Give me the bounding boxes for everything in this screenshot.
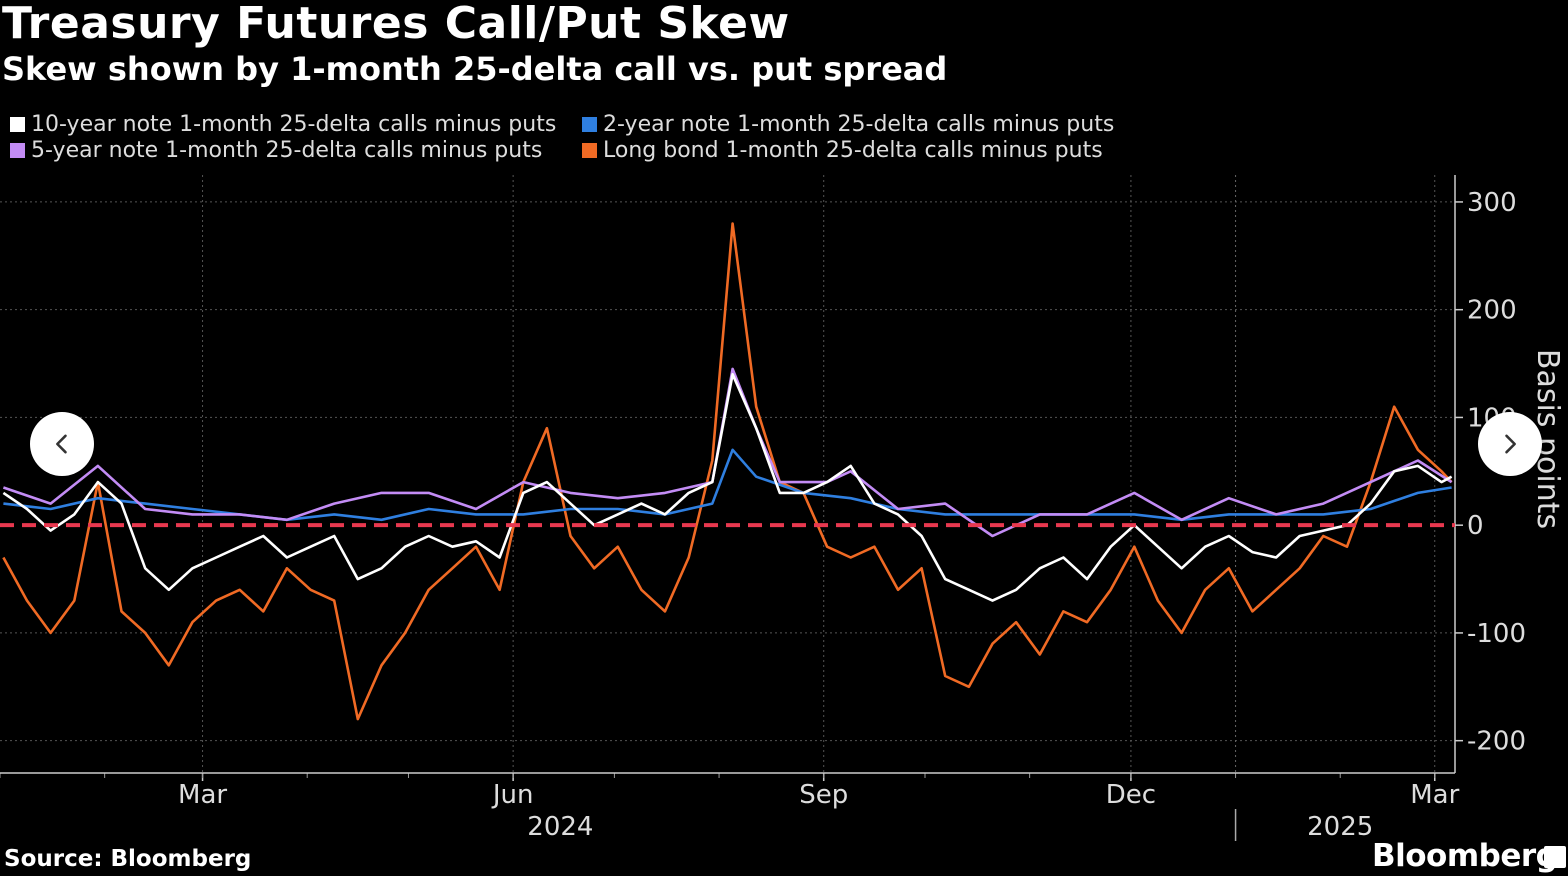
y-tick-label: 0 [1467, 511, 1484, 541]
legend-label-long-bond: Long bond 1-month 25-delta calls minus p… [603, 138, 1103, 163]
legend-item-10y: 10-year note 1-month 25-delta calls minu… [10, 112, 556, 137]
legend-swatch-10y [10, 117, 25, 132]
x-year-label: 2024 [527, 812, 593, 842]
x-year-label: 2025 [1307, 812, 1373, 842]
y-tick-label: 200 [1467, 296, 1517, 326]
series-line-3 [2, 222, 1453, 721]
y-tick-label: -100 [1467, 619, 1526, 649]
y-tick-label: 300 [1467, 188, 1517, 218]
x-tick-label: Jun [491, 780, 534, 810]
legend-item-2y: 2-year note 1-month 25-delta calls minus… [582, 112, 1114, 137]
chevron-left-icon [56, 434, 67, 454]
chart-subtitle: Skew shown by 1-month 25-delta call vs. … [2, 50, 948, 88]
x-tick-label: Mar [1410, 780, 1459, 810]
next-chart-button[interactable] [1478, 412, 1542, 476]
series-line-0 [2, 373, 1453, 602]
chevron-right-icon [1505, 434, 1516, 454]
y-tick-label: -200 [1467, 727, 1526, 757]
source-note: Source: Bloomberg [4, 846, 252, 872]
legend-label-10y: 10-year note 1-month 25-delta calls minu… [31, 112, 557, 137]
brand-logo: Bloomberg [1372, 838, 1558, 874]
legend-label-2y: 2-year note 1-month 25-delta calls minus… [603, 112, 1115, 137]
legend-swatch-2y [582, 117, 597, 132]
legend-item-long-bond: Long bond 1-month 25-delta calls minus p… [582, 138, 1103, 163]
legend-swatch-long-bond [582, 143, 597, 158]
bloomberg-chart-icon [1544, 846, 1566, 868]
series-line-1 [3, 448, 1452, 522]
legend-item-5y: 5-year note 1-month 25-delta calls minus… [10, 138, 542, 163]
previous-chart-button[interactable] [30, 412, 94, 476]
legend-swatch-5y [10, 143, 25, 158]
chart-title: Treasury Futures Call/Put Skew [2, 0, 790, 49]
x-tick-label: Dec [1106, 780, 1156, 810]
x-tick-label: Mar [178, 780, 227, 810]
x-tick-label: Sep [799, 780, 848, 810]
legend-label-5y: 5-year note 1-month 25-delta calls minus… [31, 138, 543, 163]
